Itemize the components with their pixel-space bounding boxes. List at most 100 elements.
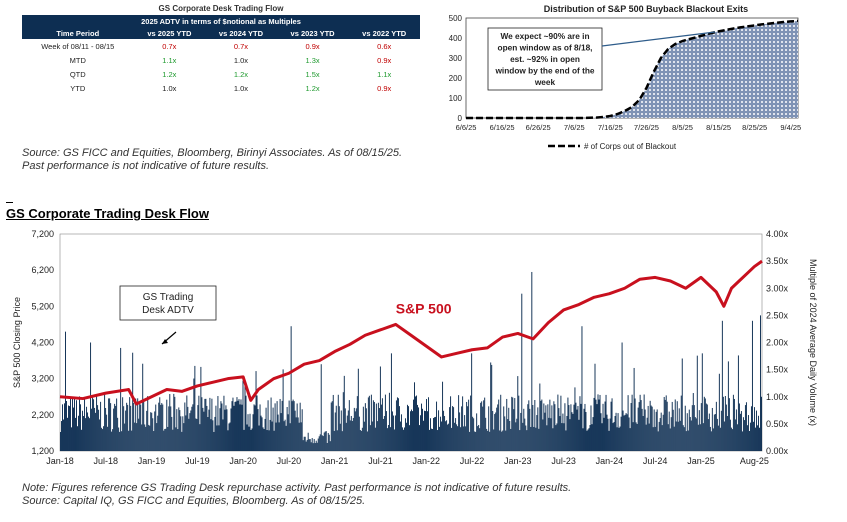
y-tick-label: 400 xyxy=(449,34,463,43)
adtv-bar xyxy=(117,417,119,451)
adtv-bar xyxy=(323,432,325,451)
adtv-bar xyxy=(481,401,483,451)
adtv-bar xyxy=(752,421,754,451)
adtv-bar xyxy=(696,355,698,451)
annotation-arrow xyxy=(601,31,716,47)
adtv-bar xyxy=(156,423,158,451)
adtv-bar xyxy=(240,399,242,451)
adtv-bar xyxy=(501,431,503,451)
adtv-bar xyxy=(392,415,394,451)
adtv-bar xyxy=(230,408,232,451)
adtv-bar xyxy=(289,423,291,451)
adtv-bar xyxy=(656,409,658,451)
adtv-bar xyxy=(567,397,569,451)
adtv-bar xyxy=(467,406,469,451)
adtv-bar xyxy=(691,405,693,451)
adtv-bar xyxy=(638,402,640,451)
adtv-bar xyxy=(133,402,135,451)
adtv-bar xyxy=(509,420,511,451)
adtv-bar xyxy=(325,431,327,451)
adtv-bar xyxy=(348,400,350,451)
x-tick-label: Jul-20 xyxy=(277,456,302,466)
adtv-bar xyxy=(153,431,155,451)
annotation-text: window by the end of the xyxy=(494,66,594,76)
adtv-bar xyxy=(667,424,669,451)
adtv-bar xyxy=(488,406,490,451)
adtv-bar xyxy=(758,427,760,451)
right-tick-label: 1.00x xyxy=(766,392,789,402)
adtv-bar xyxy=(623,415,625,451)
adtv-bar xyxy=(72,396,73,451)
adtv-bar xyxy=(61,421,62,451)
adtv-bar xyxy=(493,429,495,451)
adtv-bar xyxy=(541,399,543,451)
adtv-bar xyxy=(436,401,438,451)
adtv-bar xyxy=(399,421,401,451)
adtv-bar xyxy=(712,428,714,451)
adtv-bar xyxy=(217,396,219,451)
adtv-bar xyxy=(679,420,681,451)
adtv-bar xyxy=(579,396,581,451)
x-tick-label: Jan-24 xyxy=(596,456,624,466)
adtv-bar xyxy=(499,430,501,451)
adtv-bar xyxy=(386,428,388,451)
adtv-bar xyxy=(381,398,383,451)
adtv-bar xyxy=(209,397,211,451)
adtv-bar xyxy=(342,392,344,451)
adtv-bar xyxy=(746,425,748,451)
adtv-bar xyxy=(549,399,551,451)
adtv-bar xyxy=(85,418,87,451)
adtv-bar xyxy=(394,415,396,451)
adtv-bar xyxy=(97,405,99,451)
adtv-bar xyxy=(353,407,355,451)
adtv-bar xyxy=(372,400,374,451)
adtv-bar xyxy=(354,411,356,451)
adtv-bar xyxy=(616,427,618,451)
adtv-bar xyxy=(510,428,512,451)
adtv-bar xyxy=(538,428,540,451)
adtv-bar xyxy=(555,425,557,451)
adtv-bar xyxy=(548,417,550,451)
adtv-bar xyxy=(489,431,491,451)
adtv-bar xyxy=(204,398,206,451)
adtv-bar xyxy=(347,410,349,451)
adtv-bar xyxy=(533,426,535,451)
adtv-bar xyxy=(588,428,590,451)
x-tick-label: 8/5/25 xyxy=(672,123,693,132)
adtv-bar xyxy=(455,418,457,451)
adtv-bar xyxy=(434,417,436,451)
adtv-bar xyxy=(339,423,341,451)
adtv-bar xyxy=(182,416,184,451)
adtv-bar xyxy=(439,426,441,451)
adtv-bar xyxy=(447,424,449,451)
adtv-bar xyxy=(717,425,719,451)
adtv-bar xyxy=(550,418,552,451)
adtv-bar xyxy=(330,402,332,451)
adtv-bar xyxy=(732,394,734,451)
adtv-bar xyxy=(106,414,108,451)
adtv-bar xyxy=(711,407,713,451)
adtv-bar xyxy=(641,408,643,451)
adtv-bar xyxy=(229,422,231,451)
multiple-cell: 1.0x xyxy=(162,83,177,93)
adtv-bar xyxy=(125,410,127,451)
adtv-bar xyxy=(132,352,134,451)
adtv-bar xyxy=(642,415,644,451)
adtv-bar xyxy=(590,405,592,451)
adtv-bar xyxy=(322,436,324,451)
multiple-cell: 1.1x xyxy=(162,55,177,65)
table-column-header: Time Period xyxy=(22,27,134,39)
adtv-bar xyxy=(627,395,629,451)
multiple-cell: 1.0x xyxy=(233,55,249,65)
adtv-bar xyxy=(470,395,472,451)
adtv-bar xyxy=(754,427,756,451)
adtv-bar xyxy=(545,405,547,451)
adtv-bar xyxy=(671,401,673,451)
adtv-bar xyxy=(534,400,536,451)
adtv-bar xyxy=(305,441,307,451)
adtv-bar xyxy=(129,397,131,451)
adtv-bar xyxy=(155,404,157,451)
adtv-bar xyxy=(527,404,529,451)
bottom-note-line: Note: Figures reference GS Trading Desk … xyxy=(22,482,572,494)
adtv-bar xyxy=(452,406,454,451)
